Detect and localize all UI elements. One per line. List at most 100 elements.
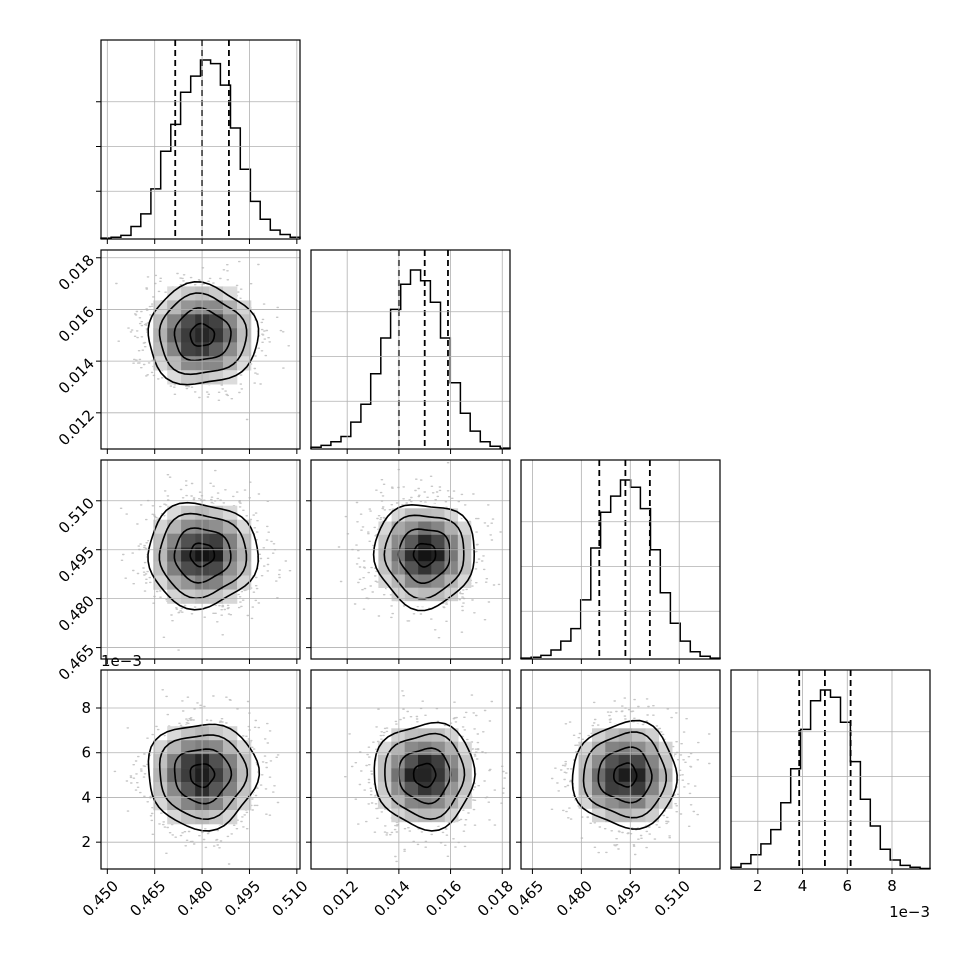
density-cell — [377, 795, 392, 809]
density-cell — [592, 795, 606, 809]
density-cell — [391, 808, 405, 823]
density-cell — [458, 741, 472, 756]
histogram-panel-0 — [100, 40, 301, 239]
density-cell — [431, 534, 445, 549]
axes-2-2 — [520, 459, 721, 664]
density-cell — [391, 795, 405, 809]
scatter-panel-1-0 — [115, 260, 290, 421]
density-cell — [645, 795, 660, 809]
density-cell — [181, 754, 196, 769]
x-tick-label: 0.510 — [268, 877, 311, 920]
y-tick-label: 0.012 — [55, 406, 98, 449]
density-cell — [431, 781, 446, 796]
density-cell — [632, 755, 646, 769]
density-cell — [209, 726, 224, 741]
density-cell — [209, 547, 224, 562]
x-tick-label: 0.510 — [651, 877, 694, 920]
density-cell — [181, 782, 196, 797]
y-tick-label: 0.480 — [55, 592, 98, 635]
density-cell — [153, 796, 168, 811]
density-cell — [167, 561, 182, 576]
density-cell — [418, 768, 432, 783]
axes-frame — [100, 39, 301, 240]
density-cell — [418, 561, 432, 575]
contour-line — [189, 542, 216, 568]
density-cell — [223, 505, 238, 520]
density-cell — [658, 795, 673, 809]
density-cell — [209, 754, 224, 769]
density-cell — [237, 575, 252, 590]
density-cell — [645, 741, 660, 756]
density-cell — [223, 533, 238, 548]
scatter-panel-2-1 — [337, 462, 502, 639]
axes-0-0 — [96, 39, 301, 244]
density-cell — [418, 755, 432, 769]
density-cell — [223, 356, 238, 371]
y-tick-label: 0.014 — [55, 354, 98, 397]
density-cell — [632, 781, 646, 796]
density-cell — [418, 548, 432, 562]
density-cell — [444, 741, 459, 756]
density-cell — [209, 782, 224, 797]
x-tick-label: 0.012 — [319, 877, 362, 920]
contour-line — [372, 503, 476, 612]
density-cell — [181, 328, 196, 343]
density-cell — [153, 782, 168, 797]
density-cell — [457, 534, 472, 549]
density-cell — [457, 521, 472, 535]
density-cell — [431, 728, 446, 742]
density-cell — [167, 533, 182, 548]
density-cell — [223, 768, 238, 783]
density-cell — [181, 768, 196, 783]
x-tick-label: 0.450 — [79, 877, 122, 920]
density-cell — [167, 796, 182, 811]
density-cell — [605, 781, 619, 796]
density-cell — [444, 521, 459, 535]
density-cell — [391, 534, 406, 549]
density-cell — [181, 342, 196, 357]
contour-line — [412, 762, 437, 789]
density-cell — [618, 768, 633, 783]
density-cell — [181, 370, 196, 385]
density-cell — [209, 561, 224, 576]
density-cell — [418, 795, 432, 809]
contour-line — [173, 748, 233, 805]
axes-2-1 — [306, 459, 511, 664]
density-cell — [237, 328, 252, 343]
density-cell — [592, 755, 606, 769]
density-cell — [431, 795, 446, 809]
histogram-step — [730, 689, 931, 870]
density-cell — [181, 505, 196, 520]
y-tick-label: 0.016 — [55, 303, 98, 346]
axes-frame — [310, 249, 511, 450]
density-cell — [223, 810, 238, 825]
density-cell — [632, 741, 646, 756]
histogram-step — [310, 269, 511, 449]
contour-line — [189, 763, 216, 789]
axes-frame — [310, 459, 511, 660]
density-cell — [391, 587, 406, 602]
density-cell — [223, 754, 238, 769]
density-cell — [209, 342, 224, 357]
density-cell — [167, 314, 182, 329]
density-cell — [167, 726, 182, 741]
scatter-panel-2-0 — [119, 469, 292, 651]
density-cell — [632, 768, 646, 783]
x-tick-label: 2 — [753, 877, 763, 895]
density-cell — [418, 781, 432, 796]
axes-1-1 — [310, 249, 511, 454]
y-tick-label: 2 — [81, 833, 91, 851]
y-tick-label: 0.465 — [55, 641, 98, 684]
contour-line — [173, 527, 232, 584]
density-cell — [404, 574, 419, 588]
density-cell — [404, 768, 419, 783]
axes-frame — [730, 669, 931, 870]
y-tick-label: 0.018 — [55, 251, 98, 294]
axes-frame — [520, 459, 721, 660]
contour-line — [571, 719, 678, 830]
x-tick-label: 6 — [842, 877, 852, 895]
density-cell — [418, 508, 432, 522]
density-cell — [404, 808, 419, 823]
x-tick-label: 8 — [887, 877, 897, 895]
density-cell — [391, 755, 405, 769]
